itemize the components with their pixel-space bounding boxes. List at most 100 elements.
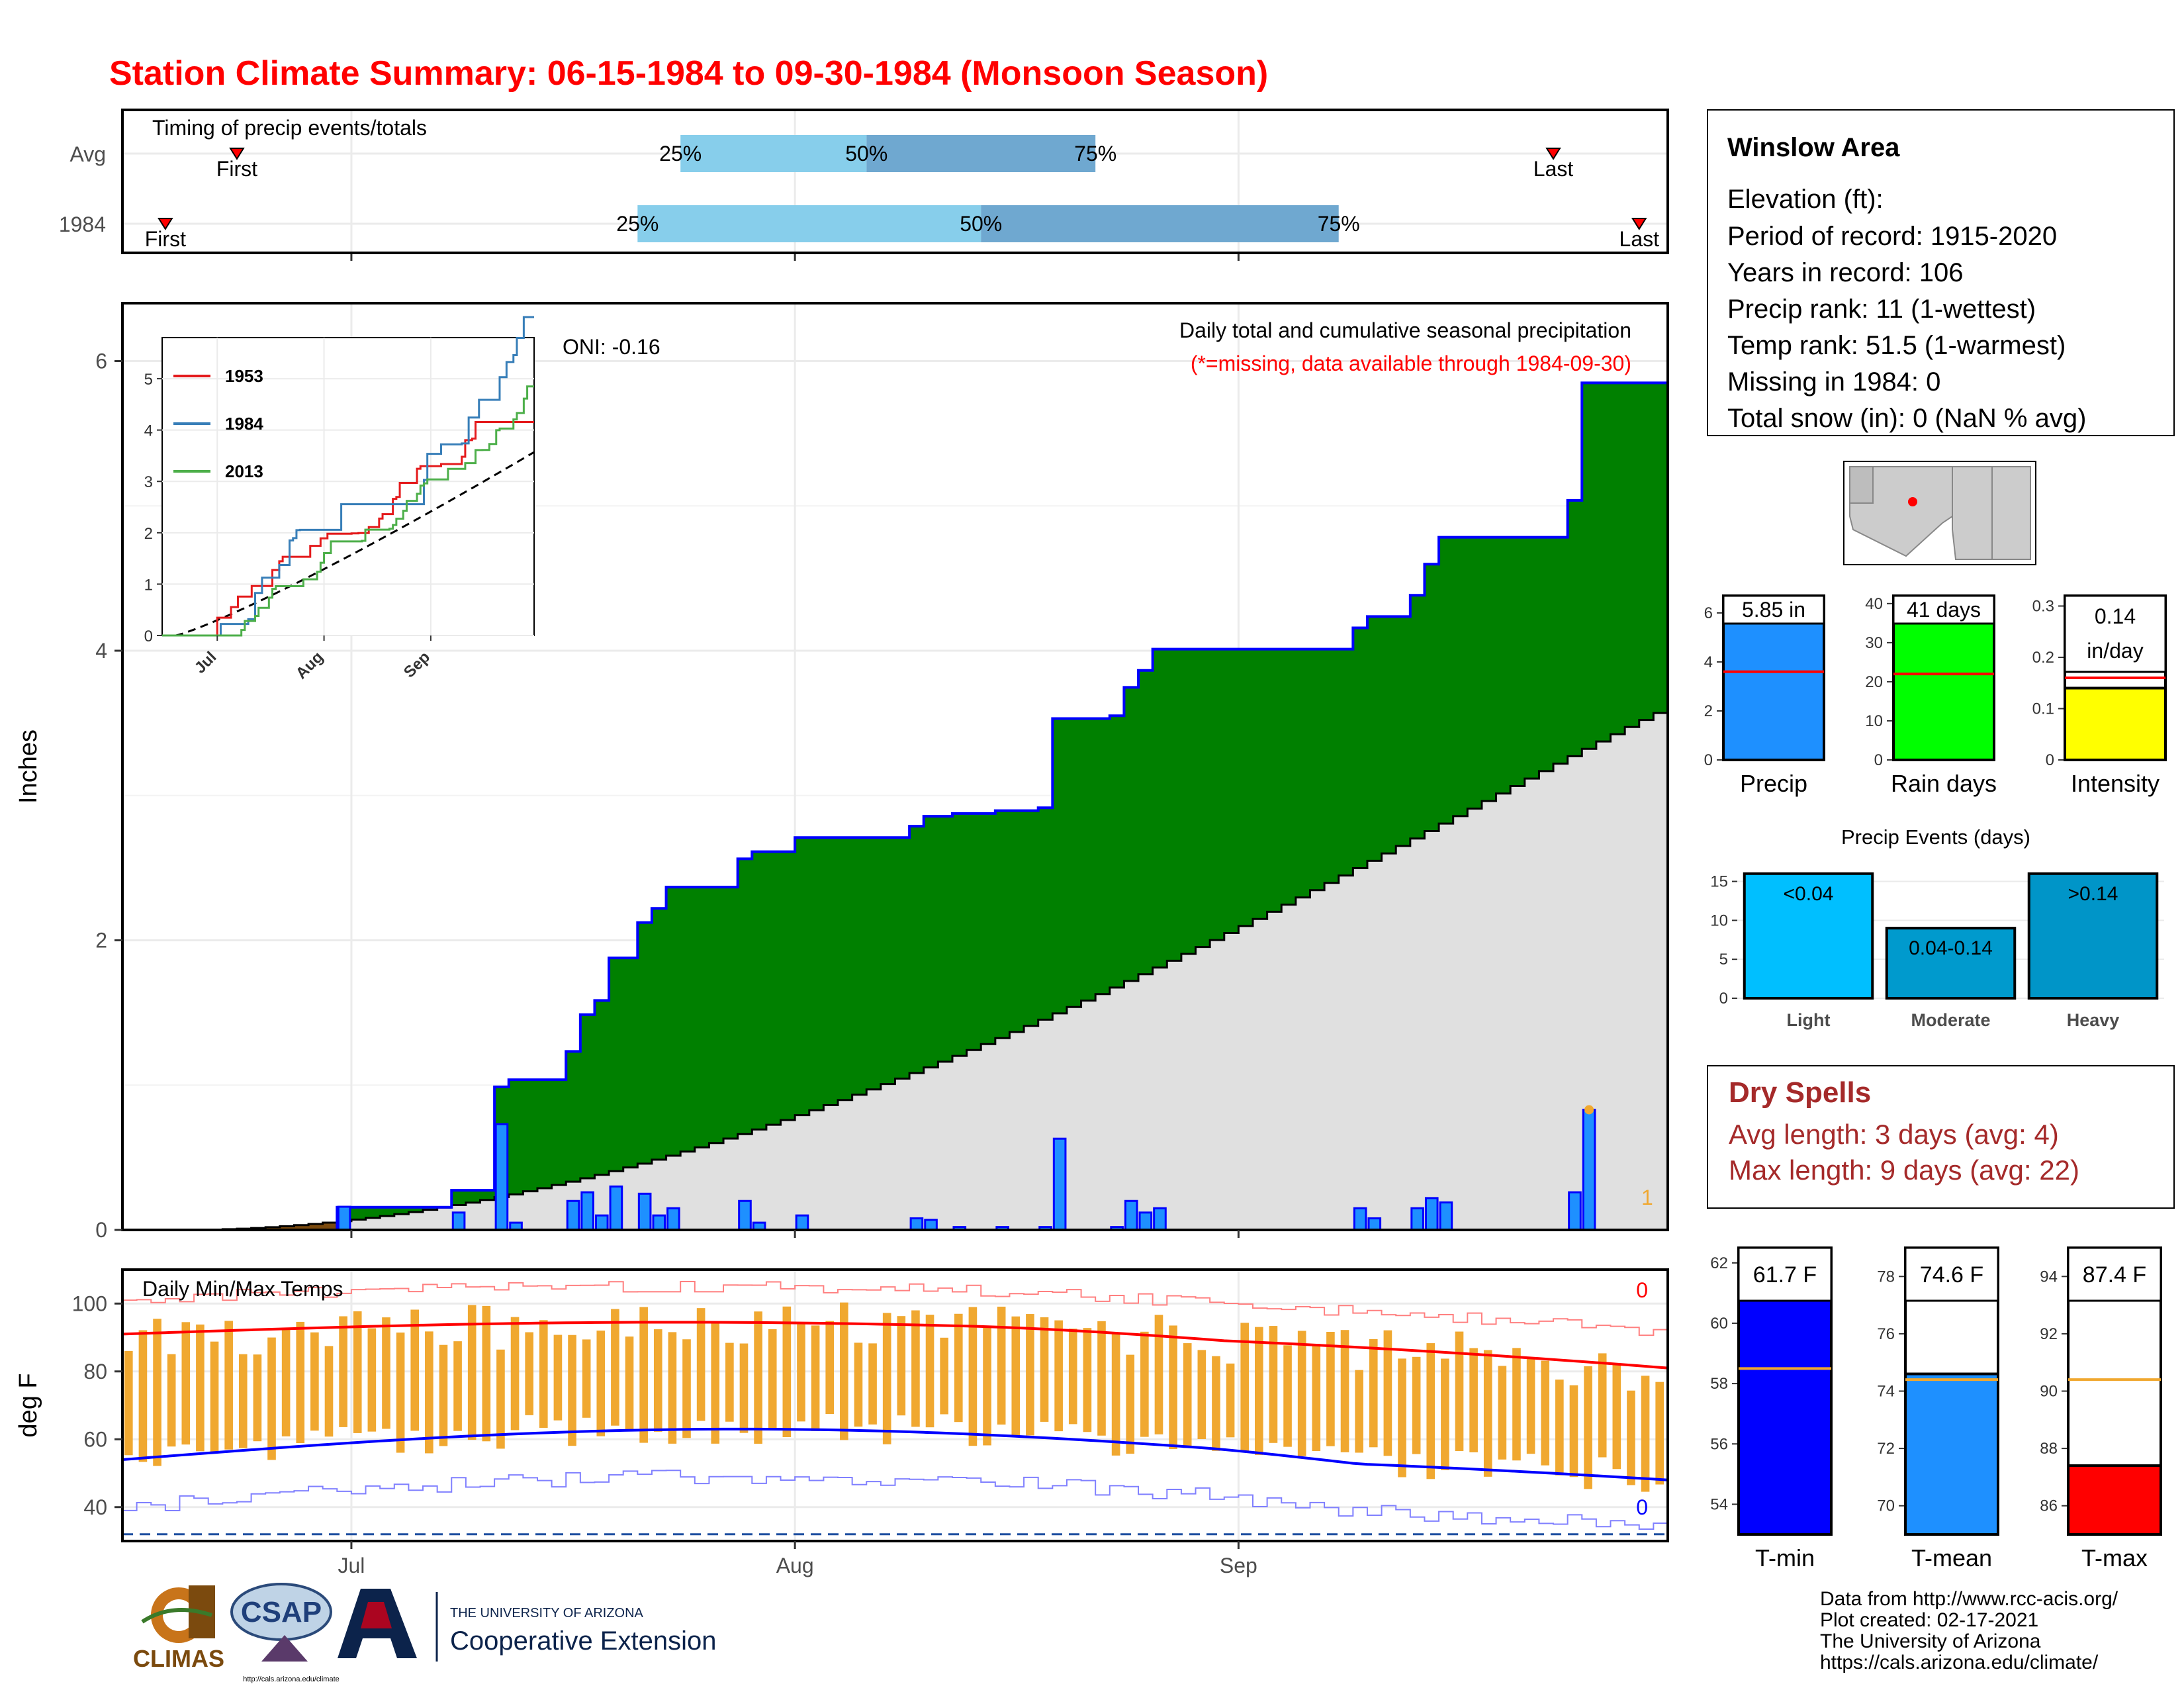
surplus-segment <box>852 837 867 1095</box>
credit-line-0: Data from http://www.rcc-acis.org/ <box>1820 1588 2118 1610</box>
bar-panel-value-bar <box>1722 615 1825 762</box>
bar-panel-ytick: 78 <box>1877 1268 1895 1286</box>
daily-temp-bar <box>625 1336 634 1432</box>
bar-panel-ytick: 0 <box>1874 751 1883 769</box>
daily-temp-bar <box>1598 1353 1607 1458</box>
credit-line-3: https://cals.arizona.edu/climate/ <box>1820 1652 2099 1673</box>
deficit-segment <box>279 1226 295 1230</box>
daily-temp-bar <box>1369 1338 1378 1448</box>
daily-precip-bar <box>666 1207 680 1231</box>
avg-cumulative-line <box>122 712 1668 1231</box>
precip-events-panel: Precip Events (days) 0 5 10 15 <0.04 Light 0.0… <box>1707 820 2174 1030</box>
inset-series-line-1984 <box>162 316 534 637</box>
daily-temp-bar <box>668 1332 677 1444</box>
daily-temp-bar <box>453 1341 462 1431</box>
temp-ytick-label: 80 <box>83 1360 107 1383</box>
daily-precip-bar <box>1410 1207 1424 1231</box>
timing-label-50: 50% <box>845 142 887 165</box>
bar-panel-value-label: 0.14 <box>2095 604 2136 628</box>
daily-temp-bar <box>310 1332 319 1431</box>
surplus-segment <box>995 810 1011 1039</box>
surplus-segment <box>1066 718 1082 1008</box>
surplus-segment <box>737 859 752 1135</box>
daily-temp-bar <box>725 1342 734 1422</box>
daily-temp-bar <box>496 1349 505 1449</box>
timing-first-label: First <box>216 157 257 181</box>
surplus-segment <box>551 1080 567 1186</box>
surplus-segment <box>709 887 724 1143</box>
daily-temp-bar <box>768 1329 777 1430</box>
dry-spells-box: Dry Spells Avg length: 3 days (avg: 4) M… <box>1707 1065 2175 1209</box>
daily-temp-bar <box>238 1354 248 1448</box>
bar-panel-ytick: 40 <box>1865 595 1883 613</box>
inset-ytick-label: 5 <box>144 371 153 389</box>
bar-panel-ytick: 0.1 <box>2032 700 2054 718</box>
avg-cumulative-area <box>122 713 1668 1230</box>
daily-temp-bar <box>940 1337 948 1415</box>
credit-line-1: Plot created: 02-17-2021 <box>1820 1609 2038 1631</box>
surplus-segment <box>1267 649 1282 912</box>
surplus-segment <box>923 816 938 1068</box>
daily-temp-bar <box>1255 1327 1263 1455</box>
daily-temp-bar <box>739 1343 749 1433</box>
daily-precip-bar <box>637 1192 652 1231</box>
daily-temp-bar <box>840 1302 848 1440</box>
timing-first-label: First <box>145 227 186 251</box>
surplus-segment <box>1567 500 1582 757</box>
surplus-segment <box>623 958 638 1168</box>
timing-bar-25-50 <box>680 135 867 172</box>
daily-temp-bar <box>1269 1326 1278 1443</box>
daily-temp-bar <box>1140 1331 1149 1437</box>
daily-temp-bar <box>1226 1363 1235 1438</box>
surplus-segment <box>1424 564 1439 831</box>
inset-ytick-label: 0 <box>144 628 153 645</box>
daily-temp-bar <box>1412 1356 1421 1454</box>
surplus-segment <box>508 1080 523 1195</box>
bar-panel-ytick: 70 <box>1877 1497 1895 1515</box>
daily-temp-bar <box>711 1323 720 1444</box>
surplus-segment <box>451 1190 467 1205</box>
deficit-segment <box>294 1225 309 1230</box>
surplus-segment <box>766 851 782 1125</box>
daily-temp-bar <box>1612 1364 1621 1470</box>
daily-temp-bar <box>653 1329 662 1432</box>
daily-temp-bar <box>1026 1314 1034 1436</box>
daily-precip-bar <box>924 1219 938 1231</box>
inset-series-line-2013 <box>162 385 534 637</box>
record-min-line <box>122 1470 1668 1530</box>
main-y-ticks: 0 2 4 6 <box>95 350 122 1242</box>
timing-bar-50-75 <box>866 135 1096 172</box>
climas-logo: CLIMAS <box>133 1585 224 1672</box>
inset-legend-label: 1953 <box>225 366 263 386</box>
daily-precip-bar <box>337 1205 351 1231</box>
surplus-segment <box>866 837 882 1090</box>
temp-ytick-label: 60 <box>83 1427 107 1451</box>
temp-ytick-label: 100 <box>72 1291 107 1315</box>
daily-precip-bar <box>1582 1108 1596 1231</box>
inset-legend-label: 1984 <box>225 414 263 434</box>
timing-first-marker <box>229 148 245 160</box>
daily-temp-bar <box>1426 1343 1435 1479</box>
daily-precip-bar <box>909 1217 924 1231</box>
surplus-segment <box>1109 716 1125 988</box>
daily-temp-bar <box>1326 1332 1335 1446</box>
bar-panel-ytick: 76 <box>1877 1325 1895 1343</box>
daily-temp-bar <box>983 1326 991 1446</box>
deficit-segment <box>322 1222 338 1230</box>
daily-temp-bar <box>754 1311 762 1444</box>
page-title: Station Climate Summary: 06-15-1984 to 0… <box>109 54 1268 93</box>
daily-temp-bar <box>1040 1317 1049 1422</box>
daily-temp-bar <box>954 1313 963 1423</box>
station-line-3: Precip rank: 11 (1-wettest) <box>1727 295 2036 324</box>
events-category-label: Moderate <box>1911 1010 1990 1030</box>
surplus-segment <box>1124 687 1139 981</box>
daily-temp-bar <box>353 1311 362 1433</box>
station-line-2: Years in record: 106 <box>1727 258 1964 287</box>
daily-temp-bar <box>1441 1358 1449 1470</box>
climas-logo-text: CLIMAS <box>133 1645 224 1672</box>
events-bar <box>1885 927 2017 1000</box>
station-line-4: Temp rank: 51.5 (1-warmest) <box>1727 331 2066 360</box>
main-ytick-label: 4 <box>95 639 107 663</box>
surplus-segment <box>1095 718 1111 994</box>
daily-precip-bar <box>566 1199 580 1231</box>
